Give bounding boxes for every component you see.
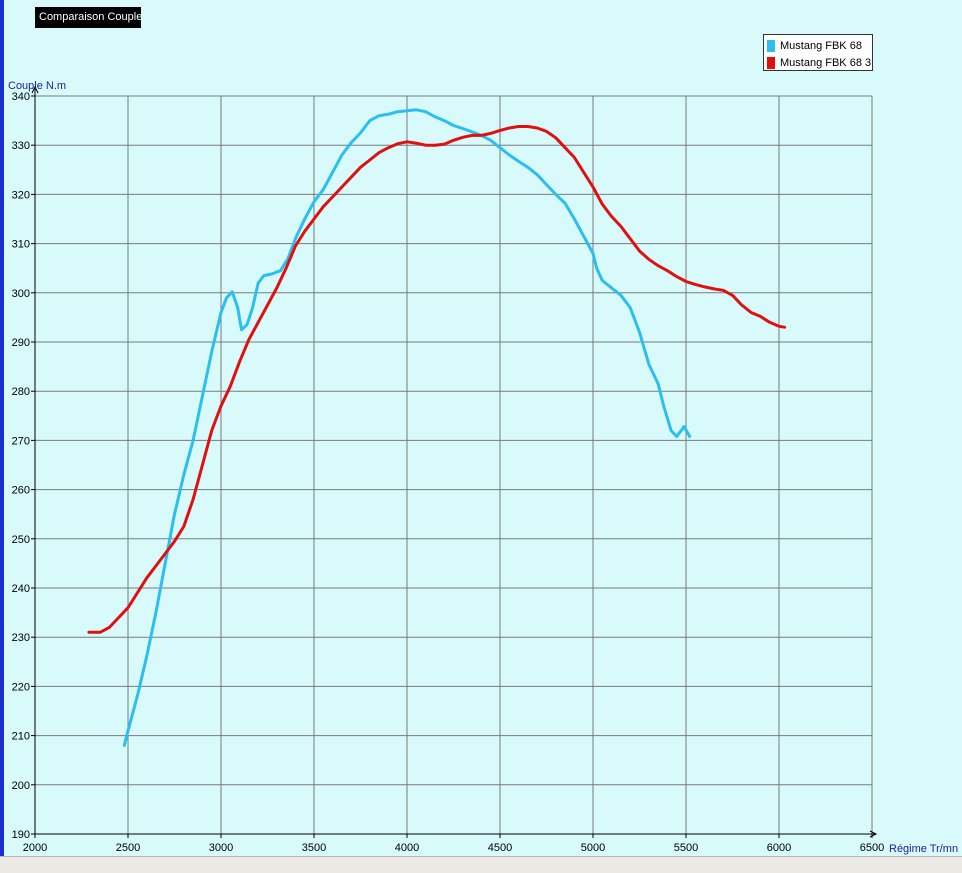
legend-swatch-1 <box>767 39 775 52</box>
y-tick-label-4: 230 <box>12 632 30 644</box>
x-tick-label-8: 6000 <box>767 842 791 854</box>
series-line-2 <box>87 125 787 634</box>
y-tick-label-5: 240 <box>12 583 30 595</box>
x-tick-label-3: 3500 <box>302 842 326 854</box>
x-tick-label-6: 5000 <box>581 842 605 854</box>
y-tick-label-9: 280 <box>12 386 30 398</box>
y-tick-label-12: 310 <box>12 239 30 251</box>
y-tick-label-15: 340 <box>12 91 30 103</box>
x-tick-label-7: 5500 <box>674 842 698 854</box>
legend-swatch-2 <box>767 56 775 69</box>
y-tick-label-2: 210 <box>12 731 30 743</box>
y-axis-label: Couple N.m <box>8 80 66 92</box>
y-tick-label-3: 220 <box>12 681 30 693</box>
y-tick-label-1: 200 <box>12 780 30 792</box>
chart-series <box>87 108 787 747</box>
x-tick-label-9: 6500 <box>860 842 884 854</box>
x-tick-label-4: 4000 <box>395 842 419 854</box>
chart-axes <box>31 85 878 838</box>
x-tick-label-1: 2500 <box>116 842 140 854</box>
y-axis-arrow <box>31 85 39 94</box>
x-tick-label-5: 4500 <box>488 842 512 854</box>
legend-label-1: Mustang FBK 68 <box>780 39 862 52</box>
legend-label-2: Mustang FBK 68 3 <box>780 56 872 69</box>
y-tick-label-8: 270 <box>12 435 30 447</box>
chart-title: Comparaison Couple <box>35 7 142 28</box>
legend-item-1: Mustang FBK 68 <box>767 37 872 54</box>
y-tick-label-6: 250 <box>12 534 30 546</box>
legend-item-2: Mustang FBK 68 3 <box>767 54 872 71</box>
window-status-bar <box>0 856 962 873</box>
x-axis-label: Régime Tr/mn <box>889 843 958 855</box>
y-tick-label-10: 290 <box>12 337 30 349</box>
y-tick-label-7: 260 <box>12 485 30 497</box>
x-tick-label-2: 3000 <box>209 842 233 854</box>
y-tick-label-11: 300 <box>12 288 30 300</box>
y-tick-label-13: 320 <box>12 189 30 201</box>
y-tick-label-0: 190 <box>12 829 30 841</box>
x-axis-ticks: 2000 2500 3000 3500 4000 4500 5000 5500 6000 6500 <box>23 834 884 854</box>
window-left-border <box>0 0 4 856</box>
x-tick-label-0: 2000 <box>23 842 47 854</box>
chart-legend: Mustang FBK 68 Mustang FBK 68 3 <box>763 34 873 71</box>
y-axis-ticks: 190 200 210 220 230 240 250 260 270 280 290 300 310 3… <box>12 91 35 841</box>
y-tick-label-14: 330 <box>12 140 30 152</box>
series-line-1 <box>122 108 692 747</box>
chart-grid <box>35 95 873 834</box>
